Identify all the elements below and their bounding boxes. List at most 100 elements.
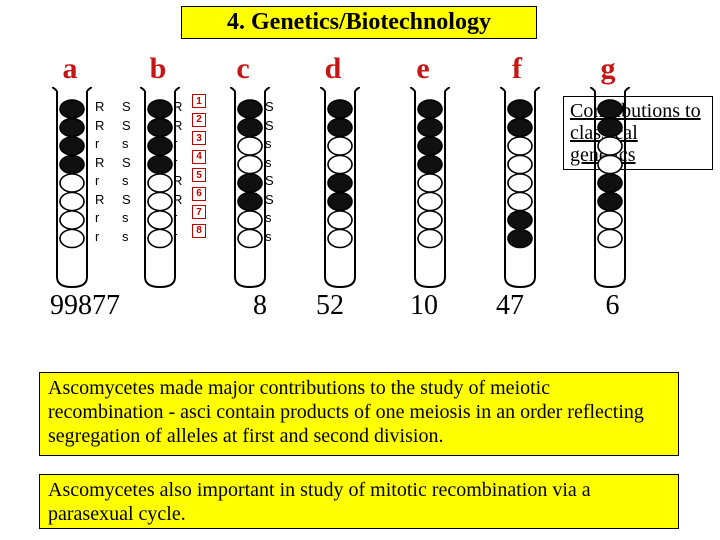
allele-labels-right: SSssSSss	[265, 98, 274, 246]
spore	[60, 100, 84, 118]
spore	[508, 174, 532, 192]
spore	[238, 193, 262, 211]
position-badge: 3	[192, 131, 206, 145]
allele-label: s	[265, 228, 274, 247]
column-letter: g	[593, 52, 623, 86]
spore	[148, 230, 172, 248]
column-letter: f	[502, 52, 532, 86]
ascus-svg	[52, 87, 92, 289]
spore	[60, 174, 84, 192]
description-box-1: Ascomycetes made major contributions to …	[39, 372, 679, 456]
spore	[238, 174, 262, 192]
spore	[598, 230, 622, 248]
spore	[328, 193, 352, 211]
spore	[508, 230, 532, 248]
allele-label: r	[173, 154, 182, 173]
spore	[598, 119, 622, 137]
allele-label: s	[265, 209, 274, 228]
spore	[60, 119, 84, 137]
spore	[328, 156, 352, 174]
ascus	[500, 87, 540, 294]
spore	[238, 119, 262, 137]
allele-label: S	[122, 98, 131, 117]
ascus	[320, 87, 360, 294]
position-badge: 8	[192, 224, 206, 238]
allele-label: r	[173, 209, 182, 228]
position-index-column: 12345678	[192, 94, 206, 242]
allele-label: s	[122, 209, 131, 228]
slide-title: 4. Genetics/Biotechnology	[181, 6, 537, 39]
column-count: 8	[245, 290, 275, 322]
spore	[418, 211, 442, 229]
ascus	[230, 87, 270, 294]
spore	[508, 193, 532, 211]
spore	[508, 137, 532, 155]
position-badge: 6	[192, 187, 206, 201]
allele-label: S	[122, 191, 131, 210]
spore	[148, 100, 172, 118]
spore	[418, 156, 442, 174]
spore	[508, 119, 532, 137]
spore	[238, 230, 262, 248]
spore	[508, 100, 532, 118]
ascus	[590, 87, 630, 294]
column-count: 10	[405, 290, 443, 322]
spore	[148, 211, 172, 229]
spore	[148, 193, 172, 211]
column-letter: c	[228, 52, 258, 86]
column-count: 47	[490, 290, 530, 322]
position-badge: 4	[192, 150, 206, 164]
position-badge: 7	[192, 205, 206, 219]
spore	[328, 137, 352, 155]
spore	[148, 119, 172, 137]
allele-label: R	[173, 98, 182, 117]
allele-label: S	[122, 117, 131, 136]
column-letter: e	[408, 52, 438, 86]
spore	[598, 156, 622, 174]
column-count: 6	[600, 290, 625, 322]
spore	[598, 137, 622, 155]
spore	[418, 119, 442, 137]
allele-label: S	[265, 191, 274, 210]
spore	[328, 211, 352, 229]
column-letter: d	[318, 52, 348, 86]
allele-labels-left: SSsSsSss	[122, 98, 131, 246]
allele-label: r	[173, 228, 182, 247]
spore	[598, 211, 622, 229]
allele-label: R	[173, 191, 182, 210]
spore	[418, 193, 442, 211]
allele-label: S	[265, 98, 274, 117]
column-letter: a	[55, 52, 85, 86]
spore	[598, 193, 622, 211]
spore	[508, 211, 532, 229]
allele-label: R	[173, 117, 182, 136]
spore	[328, 100, 352, 118]
ascus-svg	[590, 87, 630, 289]
allele-label: R	[95, 154, 104, 173]
allele-label: R	[173, 172, 182, 191]
spore	[598, 100, 622, 118]
column-count: 52	[310, 290, 350, 322]
ascus	[52, 87, 92, 294]
spore	[418, 230, 442, 248]
spore	[238, 156, 262, 174]
allele-label: R	[95, 98, 104, 117]
allele-label: s	[122, 172, 131, 191]
allele-labels-right: RRrrRRrr	[173, 98, 182, 246]
spore	[148, 156, 172, 174]
column-count: 99877	[40, 290, 130, 322]
ascus-svg	[410, 87, 450, 289]
ascus-svg	[500, 87, 540, 289]
spore	[328, 174, 352, 192]
spore	[418, 174, 442, 192]
spore	[328, 230, 352, 248]
spore	[598, 174, 622, 192]
spore	[238, 137, 262, 155]
allele-label: r	[95, 228, 104, 247]
position-badge: 5	[192, 168, 206, 182]
spore	[148, 174, 172, 192]
ascus-svg	[230, 87, 270, 289]
allele-label: S	[265, 117, 274, 136]
spore	[60, 230, 84, 248]
allele-label: s	[122, 135, 131, 154]
